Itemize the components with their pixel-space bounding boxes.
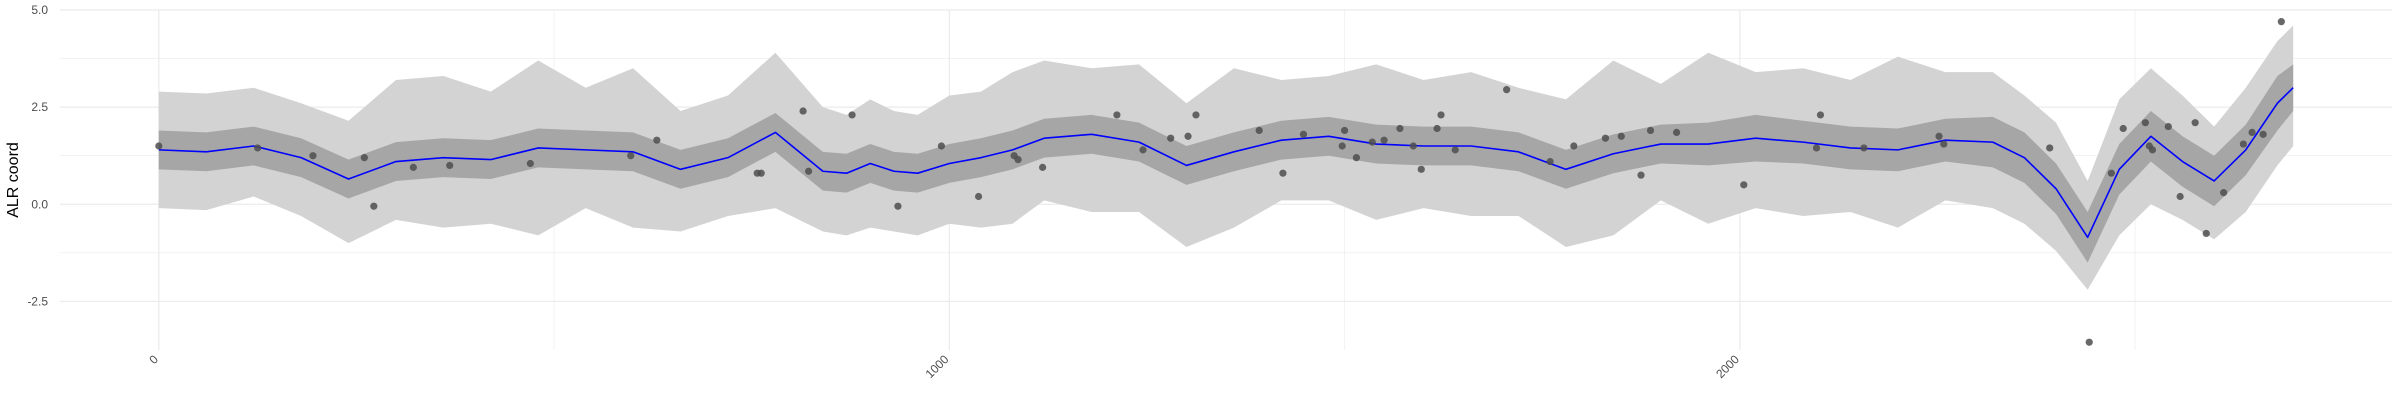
y-tick-label: 2.5	[31, 100, 48, 114]
x-tick-label: 0	[146, 352, 161, 367]
data-point	[805, 167, 813, 175]
data-point	[2259, 130, 2267, 138]
data-point	[526, 159, 534, 168]
data-point	[1503, 86, 1511, 94]
x-tick-label: 2000	[1713, 352, 1742, 381]
data-point	[894, 202, 902, 210]
data-point	[757, 169, 765, 177]
data-point	[1437, 111, 1445, 119]
data-point	[1184, 132, 1192, 140]
data-point	[974, 192, 983, 201]
data-point	[309, 152, 317, 160]
data-point	[799, 107, 807, 115]
data-point	[1617, 132, 1625, 140]
data-point	[1940, 140, 1948, 148]
data-point	[2164, 122, 2172, 131]
data-point	[2085, 338, 2093, 346]
data-point	[937, 142, 946, 150]
y-tick-label: 0.0	[31, 197, 48, 211]
mean-line	[158, 87, 2294, 239]
data-point	[1417, 165, 1425, 173]
data-point	[1860, 144, 1868, 152]
data-point	[2176, 192, 2184, 201]
data-point	[653, 136, 661, 144]
y-axis-title: ALR coord	[5, 142, 22, 218]
data-point	[1167, 134, 1175, 142]
data-point	[1255, 126, 1263, 135]
data-point	[1113, 111, 1121, 119]
data-point	[2220, 189, 2228, 197]
data-point	[1340, 126, 1349, 135]
data-point	[627, 152, 635, 160]
data-point	[409, 163, 417, 171]
y-tick-label: 5.0	[31, 3, 48, 17]
data-point	[1014, 156, 1022, 164]
data-point	[1816, 111, 1825, 119]
data-point	[155, 142, 163, 150]
credible-bands	[158, 25, 2294, 290]
data-point	[2239, 140, 2247, 148]
data-point	[1396, 124, 1404, 133]
data-point	[2277, 18, 2285, 26]
y-tick-label: -2.5	[27, 294, 48, 308]
data-point	[1368, 138, 1376, 146]
data-point	[1451, 146, 1459, 154]
data-point	[1546, 157, 1554, 166]
data-point	[1299, 130, 1308, 138]
mean-curve	[158, 87, 2294, 239]
data-point	[2046, 144, 2054, 152]
data-point	[2202, 229, 2210, 238]
data-point	[1380, 136, 1388, 144]
data-point	[1433, 124, 1441, 133]
data-point	[254, 144, 262, 152]
data-point	[360, 154, 368, 162]
data-point	[2141, 119, 2149, 127]
data-point	[1812, 144, 1821, 152]
data-point	[1352, 154, 1361, 162]
data-point	[1637, 171, 1645, 179]
data-point	[2107, 169, 2115, 177]
data-point	[2148, 146, 2157, 154]
data-point	[1935, 132, 1943, 140]
data-point	[1570, 142, 1578, 150]
data-point	[2191, 119, 2199, 127]
data-point	[1672, 128, 1681, 136]
inner-credible-band	[158, 64, 2294, 263]
data-point	[1740, 181, 1748, 189]
data-point	[1409, 142, 1417, 150]
data-point	[1139, 146, 1147, 154]
data-point	[1192, 111, 1200, 119]
data-point	[1039, 163, 1047, 171]
data-point	[446, 161, 454, 170]
data-point	[1601, 134, 1610, 142]
x-tick-label: 1000	[923, 352, 952, 381]
data-point	[848, 111, 856, 119]
data-point	[2248, 128, 2256, 136]
data-point	[370, 202, 378, 210]
data-point	[1646, 126, 1655, 135]
data-point	[1279, 169, 1287, 177]
data-point	[1338, 142, 1346, 150]
data-point	[2119, 124, 2127, 133]
observed-points	[155, 18, 2285, 346]
